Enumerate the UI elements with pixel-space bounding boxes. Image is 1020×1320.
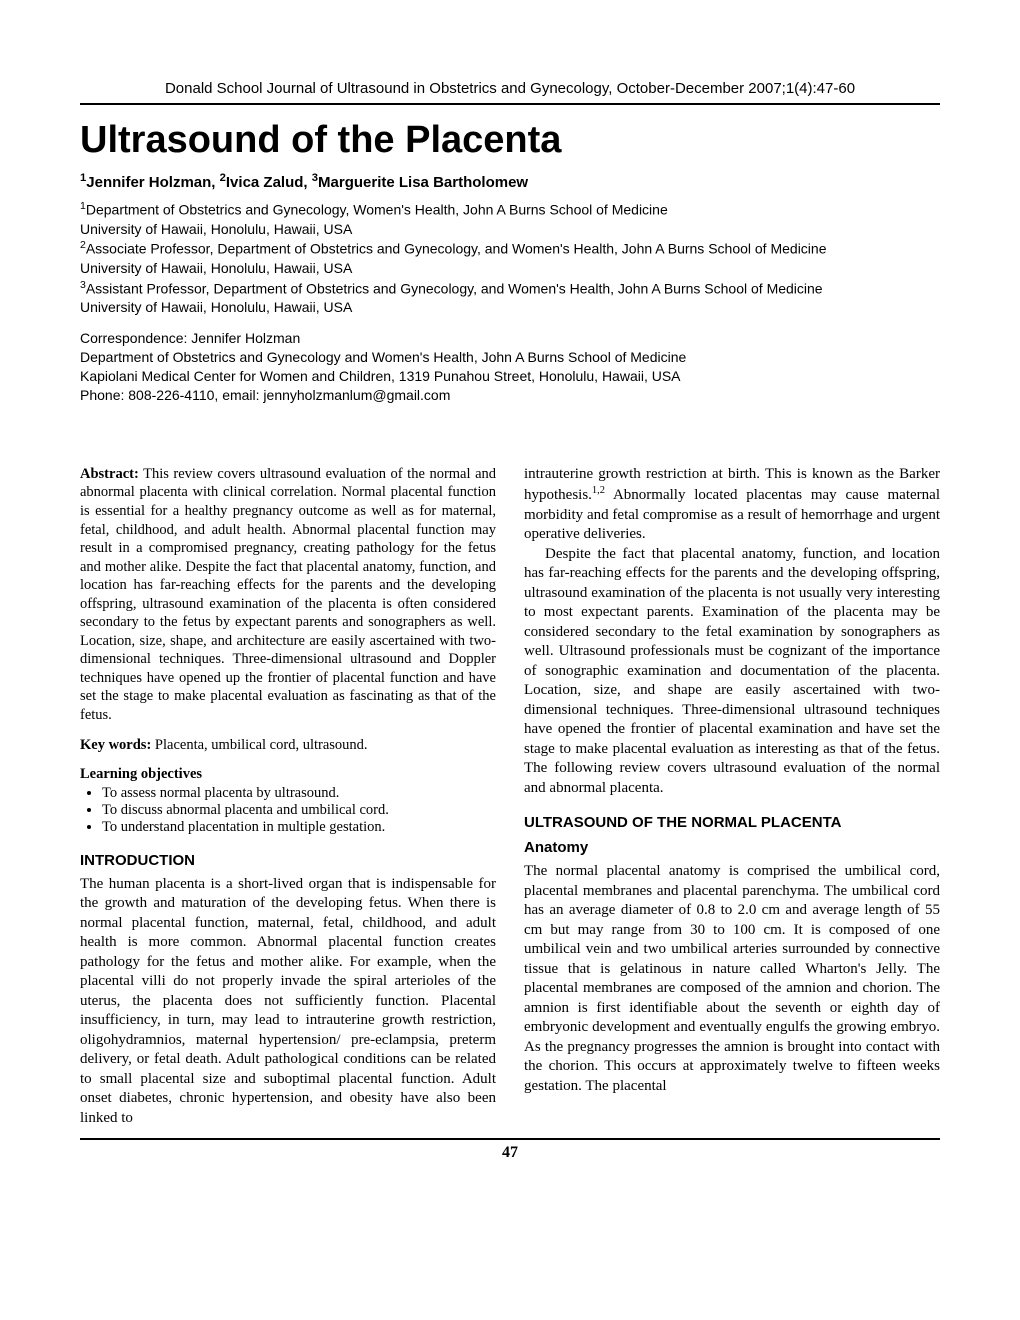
list-item: To discuss abnormal placenta and umbilic… <box>102 802 496 819</box>
header-rule <box>80 103 940 105</box>
affiliation-line: 1Department of Obstetrics and Gynecology… <box>80 199 940 220</box>
paragraph: intrauterine growth restriction at birth… <box>524 465 940 545</box>
abstract-block: Abstract: This review covers ultrasound … <box>80 465 496 725</box>
affiliations: 1Department of Obstetrics and Gynecology… <box>80 199 940 317</box>
keywords-label: Key words: <box>80 737 151 753</box>
right-column: intrauterine growth restriction at birth… <box>524 465 940 1128</box>
two-column-body: Abstract: This review covers ultrasound … <box>80 465 940 1128</box>
correspondence-line: Kapiolani Medical Center for Women and C… <box>80 367 940 386</box>
list-item: To understand placentation in multiple g… <box>102 819 496 836</box>
introduction-body: The human placenta is a short-lived orga… <box>80 875 496 1129</box>
article-title: Ultrasound of the Placenta <box>80 119 940 162</box>
affiliation-line: University of Hawaii, Honolulu, Hawaii, … <box>80 298 940 317</box>
running-head: Donald School Journal of Ultrasound in O… <box>80 80 940 103</box>
anatomy-body: The normal placental anatomy is comprise… <box>524 862 940 1096</box>
list-item: To assess normal placenta by ultrasound. <box>102 785 496 802</box>
subsection-head-anatomy: Anatomy <box>524 839 940 856</box>
affiliation-line: 2Associate Professor, Department of Obst… <box>80 238 940 259</box>
paragraph: The human placenta is a short-lived orga… <box>80 875 496 1129</box>
affiliation-line: University of Hawaii, Honolulu, Hawaii, … <box>80 259 940 278</box>
left-column: Abstract: This review covers ultrasound … <box>80 465 496 1128</box>
footer-rule <box>80 1138 940 1140</box>
keywords-text: Placenta, umbilical cord, ultrasound. <box>151 737 367 753</box>
learning-objectives-head: Learning objectives <box>80 766 496 783</box>
correspondence-line: Correspondence: Jennifer Holzman <box>80 329 940 348</box>
learning-objectives-list: To assess normal placenta by ultrasound.… <box>80 785 496 836</box>
section-head-normal-placenta: ULTRASOUND OF THE NORMAL PLACENTA <box>524 814 940 831</box>
continued-body: intrauterine growth restriction at birth… <box>524 465 940 799</box>
abstract-label: Abstract: <box>80 466 139 482</box>
affiliation-line: University of Hawaii, Honolulu, Hawaii, … <box>80 220 940 239</box>
correspondence-line: Department of Obstetrics and Gynecology … <box>80 348 940 367</box>
authors-line: 1Jennifer Holzman, 2Ivica Zalud, 3Margue… <box>80 172 940 191</box>
paragraph: Despite the fact that placental anatomy,… <box>524 545 940 799</box>
affiliation-line: 3Assistant Professor, Department of Obst… <box>80 278 940 299</box>
page-number: 47 <box>80 1144 940 1162</box>
abstract-text: This review covers ultrasound evaluation… <box>80 466 496 723</box>
paragraph: The normal placental anatomy is comprise… <box>524 862 940 1096</box>
page-container: Donald School Journal of Ultrasound in O… <box>0 0 1020 1202</box>
section-head-introduction: INTRODUCTION <box>80 852 496 869</box>
correspondence-block: Correspondence: Jennifer Holzman Departm… <box>80 329 940 405</box>
keywords-block: Key words: Placenta, umbilical cord, ult… <box>80 737 496 754</box>
correspondence-line: Phone: 808-226-4110, email: jennyholzman… <box>80 386 940 405</box>
